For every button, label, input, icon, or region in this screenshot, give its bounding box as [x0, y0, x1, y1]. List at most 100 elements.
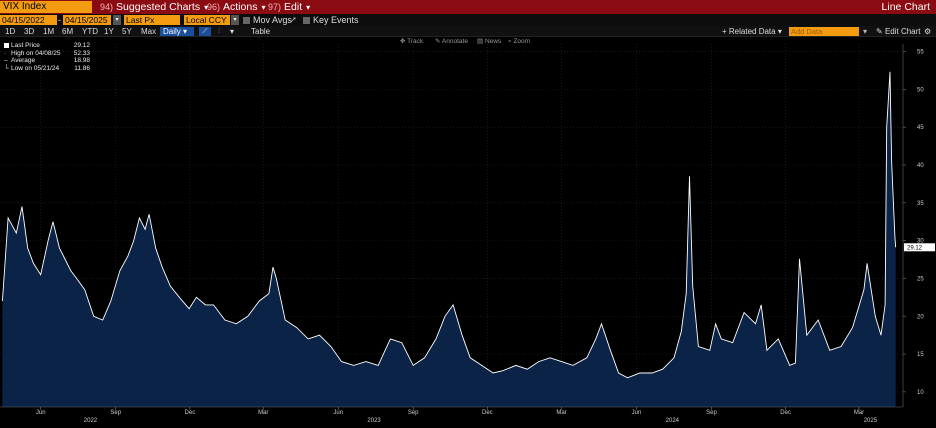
- annotate-tool[interactable]: ✎ Annotate: [435, 38, 468, 45]
- price-field-select[interactable]: Last Px: [124, 15, 180, 25]
- legend-indent: –: [4, 57, 8, 65]
- menu-label: Actions: [223, 1, 258, 13]
- range-separator: -: [58, 15, 61, 25]
- legend-row-last-price: Last Price 29.12: [4, 42, 90, 50]
- chart-legend: Last Price 29.12 · High on 04/08/25 52.33…: [4, 42, 90, 72]
- last-price-badge: [904, 243, 935, 252]
- edit-menu[interactable]: 97) Edit ▾: [268, 0, 310, 14]
- x-axis-ticks: Jun Sep Dec Mar Jun Sep Dec Mar Jun Sep Dec Mar 2022…: [36, 407, 878, 424]
- ticker-field[interactable]: VIX Index: [0, 1, 92, 13]
- gear-icon[interactable]: ⚙: [924, 27, 932, 36]
- end-date-field[interactable]: 04/15/2025: [63, 15, 111, 25]
- zoom-label: Zoom: [513, 38, 531, 45]
- legend-label: High on 04/08/25: [11, 49, 61, 57]
- period-5y[interactable]: 5Y: [122, 27, 132, 36]
- period-ytd[interactable]: YTD: [82, 27, 98, 36]
- currency-select[interactable]: Local CCY: [184, 15, 230, 25]
- menu-number: 94): [100, 2, 114, 12]
- edit-chart-button[interactable]: ✎ Edit Chart: [876, 27, 921, 36]
- edit-chart-label: Edit Chart: [884, 27, 921, 36]
- key-events-checkbox[interactable]: [303, 17, 310, 24]
- add-data-input[interactable]: Add Data: [789, 27, 859, 36]
- more-dropdown-icon[interactable]: ▾: [230, 27, 235, 36]
- actions-menu[interactable]: 96) Actions ▾: [207, 0, 265, 14]
- key-events-label[interactable]: Key Events: [313, 15, 359, 25]
- mov-avgs-arrow-icon[interactable]: ➚: [290, 15, 297, 24]
- legend-label: Low on 05/21/24: [11, 64, 60, 72]
- track-tool[interactable]: ✥ Track: [400, 38, 424, 45]
- x-tick-label: Dec: [185, 410, 196, 416]
- x-tick-label: Jun: [36, 410, 46, 416]
- chart-type-title: Line Chart: [881, 1, 930, 13]
- y-tick-label: 20: [917, 314, 924, 320]
- mov-avgs-checkbox[interactable]: [243, 17, 250, 24]
- related-data-label: + Related Data: [722, 27, 776, 36]
- y-axis-ticks: 10 15 20 25 30 35 40 45 50 55: [903, 50, 924, 396]
- legend-value: 11.86: [74, 64, 90, 72]
- x-year-label: 2024: [666, 418, 680, 424]
- legend-indent: ·: [4, 49, 7, 57]
- related-data-button[interactable]: + Related Data ▾: [722, 27, 782, 36]
- y-tick-label: 40: [917, 163, 924, 169]
- x-tick-label: Mar: [258, 410, 268, 416]
- y-tick-label: 35: [917, 201, 924, 207]
- caret-down-icon: ▾: [204, 3, 209, 12]
- date-range-bar: 04/15/2022 - 04/15/2025 ▾ Last Px Local …: [0, 14, 936, 26]
- menu-number: 96): [207, 2, 221, 12]
- y-tick-label: 10: [917, 390, 924, 396]
- line-style-icon[interactable]: ⟋: [199, 27, 211, 36]
- period-max[interactable]: Max: [141, 27, 157, 36]
- table-button[interactable]: Table: [251, 27, 271, 36]
- y-tick-label: 45: [917, 125, 924, 131]
- menu-label: Suggested Charts: [116, 1, 201, 13]
- x-tick-label: Sep: [408, 410, 419, 416]
- currency-dropdown-icon[interactable]: ▾: [231, 15, 239, 25]
- period-1m[interactable]: 1M: [43, 27, 55, 36]
- period-6m[interactable]: 6M: [62, 27, 74, 36]
- suggested-charts-menu[interactable]: 94) Suggested Charts ▾: [100, 0, 208, 14]
- x-tick-label: Sep: [110, 410, 121, 416]
- frequency-select[interactable]: Daily ▾: [160, 27, 194, 36]
- top-menu-bar: VIX Index 94) Suggested Charts ▾ 96) Action…: [0, 0, 936, 14]
- news-tool[interactable]: ▤ News: [477, 38, 502, 45]
- y-tick-label: 50: [917, 87, 924, 93]
- legend-row-average: – Average 18.98: [4, 57, 90, 65]
- last-price-marker: 29.12: [904, 243, 935, 251]
- period-1d[interactable]: 1D: [5, 27, 16, 36]
- caret-down-icon: ▾: [306, 3, 311, 12]
- y-tick-label: 30: [917, 239, 924, 245]
- x-year-label: 2025: [864, 418, 878, 424]
- price-area-fill: [2, 71, 896, 408]
- x-tick-label: Jun: [333, 410, 343, 416]
- start-date-field[interactable]: 04/15/2022: [0, 15, 57, 25]
- annotate-label: Annotate: [441, 38, 468, 45]
- calendar-dropdown-icon[interactable]: ▾: [113, 15, 121, 25]
- legend-row-low: └ Low on 05/21/24 11.86: [4, 65, 90, 73]
- legend-value: 29.12: [73, 42, 90, 49]
- period-3d[interactable]: 3D: [24, 27, 35, 36]
- x-tick-label: Mar: [854, 410, 864, 416]
- track-label: Track: [407, 38, 424, 45]
- legend-indent: └: [4, 64, 9, 72]
- x-tick-label: Mar: [556, 410, 566, 416]
- zoom-tool[interactable]: ⌕ Zoom: [508, 38, 531, 45]
- caret-down-icon: ▾: [261, 3, 266, 12]
- menu-label: Edit: [284, 1, 303, 13]
- y-tick-label: 25: [917, 276, 924, 282]
- legend-value: 18.98: [73, 57, 90, 65]
- dropdown-icon[interactable]: ▾: [863, 27, 868, 36]
- menu-number: 97): [268, 2, 282, 12]
- y-tick-label: 15: [917, 352, 924, 358]
- news-label: News: [484, 38, 502, 45]
- legend-label: Last Price: [11, 42, 40, 49]
- legend-value: 52.33: [73, 49, 90, 57]
- legend-label: Average: [11, 57, 36, 65]
- period-bar: 1D 3D 1M 6M YTD 1Y 5Y Max Daily ▾ ⟋ ⫶ ▾ …: [0, 26, 936, 37]
- y-tick-label: 55: [917, 50, 924, 56]
- last-price-value: 29.12: [907, 245, 923, 251]
- legend-row-high: · High on 04/08/25 52.33: [4, 50, 90, 58]
- mov-avgs-label[interactable]: Mov Avgs: [253, 15, 292, 25]
- chart-settings-icon[interactable]: ⫶: [218, 28, 220, 35]
- period-1y[interactable]: 1Y: [104, 27, 114, 36]
